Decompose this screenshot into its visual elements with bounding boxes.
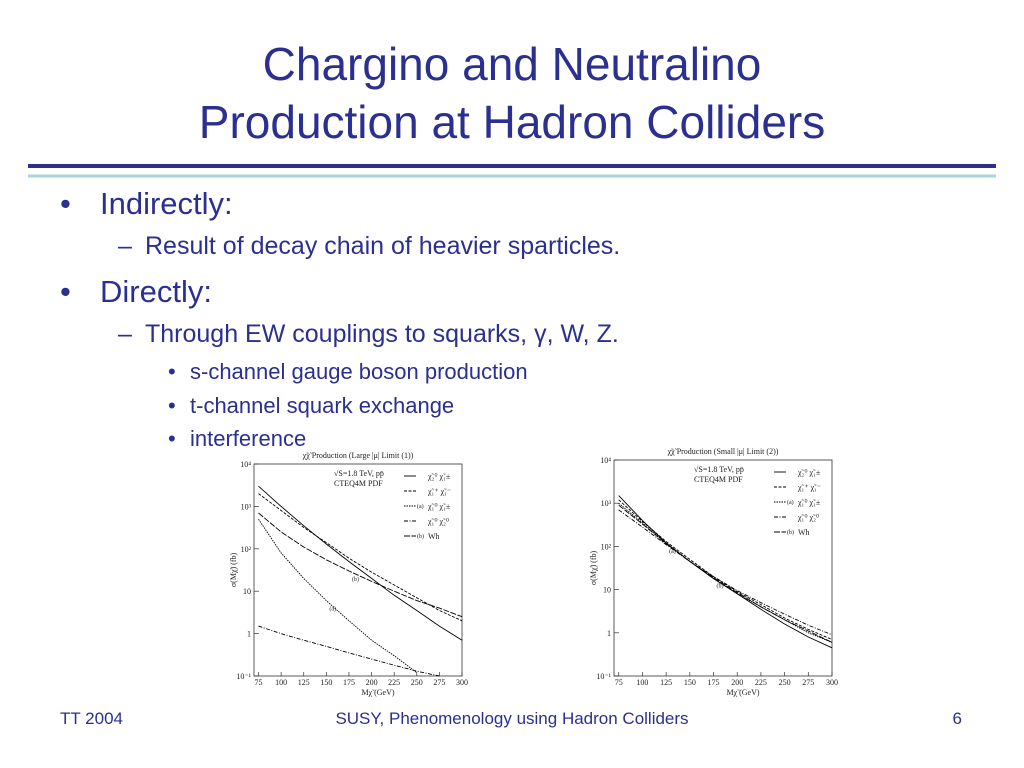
- plot: χ̃χ̃ Production (Small |μ| Limit (2)) 75 1…: [589, 447, 838, 697]
- x-tick-label: 175: [708, 678, 720, 687]
- x-tick-label: 100: [636, 678, 648, 687]
- sub-sub-bullet: interference: [190, 426, 306, 451]
- legend-entry: Wh: [798, 528, 810, 537]
- plot-note: √S=1.8 TeV, pp̄: [334, 469, 384, 478]
- x-axis-label: Mχ̃ (GeV): [726, 688, 759, 697]
- bullet: Indirectly:: [100, 186, 233, 221]
- bullet-marker: •: [60, 274, 71, 309]
- x-axis-label: Mχ̃ (GeV): [361, 688, 394, 697]
- y-axis-label: σ(Mχ̃) (fb): [229, 553, 238, 588]
- legend-entry: χ̃₂⁰ χ̃₁±: [427, 472, 451, 481]
- x-tick-label: 100: [275, 678, 287, 687]
- legend-entry: χ̃₂⁰ χ̃₁±: [797, 468, 821, 477]
- y-tick-label: 1: [607, 629, 611, 638]
- legend-entry: χ̃₁⁰ χ̃₂⁰: [427, 517, 449, 526]
- x-tick-label: 200: [366, 678, 378, 687]
- y-tick-label: 10⁻¹: [596, 672, 611, 681]
- title-line: Chargino and Neutralino: [263, 38, 762, 90]
- y-tick-label: 10³: [241, 502, 252, 511]
- x-tick-label: 250: [779, 678, 791, 687]
- plot-title: χ̃χ̃ Production (Small |μ| Limit (2)): [667, 447, 779, 456]
- footer-center: SUSY, Phenomenology using Hadron Collide…: [335, 709, 688, 728]
- y-tick-label: 10²: [241, 545, 252, 554]
- bullet-marker: •: [168, 393, 176, 418]
- series-line: [618, 504, 833, 643]
- x-tick-label: 300: [826, 678, 838, 687]
- bullet-marker: •: [168, 426, 176, 451]
- dash-marker: –: [118, 232, 132, 260]
- legend-entry: Wh: [428, 532, 440, 541]
- y-tick-label: 10: [603, 586, 611, 595]
- plot-frame: [253, 463, 463, 677]
- x-tick-label: 75: [615, 678, 623, 687]
- legend-tag: (a): [787, 499, 794, 506]
- bullet: Directly:: [100, 274, 212, 309]
- x-tick-label: 275: [433, 678, 445, 687]
- legend-entry: χ̃₁⁰ χ̃₂⁰: [797, 513, 819, 522]
- footer-right: 6: [953, 709, 962, 728]
- legend-entry: χ̃₁⁺ χ̃₁⁻: [427, 487, 451, 496]
- plot-note: √S=1.8 TeV, pp̄: [694, 465, 744, 474]
- curve-tag: (a): [329, 606, 336, 613]
- bullet-marker: •: [60, 186, 71, 221]
- curve-tag: (b): [717, 583, 724, 590]
- footer-left: TT 2004: [60, 709, 123, 728]
- curve-tag: (a): [669, 548, 676, 555]
- series-line: [258, 485, 463, 641]
- x-tick-label: 150: [320, 678, 332, 687]
- x-tick-label: 225: [755, 678, 767, 687]
- curve-tag: (b): [352, 576, 359, 583]
- x-tick-label: 175: [343, 678, 355, 687]
- x-tick-label: 225: [388, 678, 400, 687]
- x-tick-label: 200: [731, 678, 743, 687]
- sub-sub-bullet: s-channel gauge boson production: [190, 359, 528, 384]
- sub-bullet: Result of decay chain of heavier spartic…: [145, 232, 620, 260]
- legend-tag: (b): [417, 533, 424, 540]
- series-line: [258, 493, 463, 622]
- series-line: [258, 625, 440, 677]
- plot-note: CTEQ4M PDF: [334, 479, 383, 488]
- sub-bullet: Through EW couplings to squarks, γ, W, Z…: [145, 320, 619, 348]
- dash-marker: –: [118, 320, 132, 348]
- title-line: Production at Hadron Colliders: [199, 96, 825, 148]
- series-line: [618, 509, 833, 636]
- legend-entry: χ̃₁⁰ χ̃₁±: [797, 498, 821, 507]
- plot-note: CTEQ4M PDF: [694, 475, 743, 484]
- x-tick-label: 275: [802, 678, 814, 687]
- legend-entry: χ̃₁⁰ χ̃₁±: [427, 502, 451, 511]
- y-tick-label: 1: [247, 630, 251, 639]
- series-line: [618, 502, 833, 643]
- x-tick-label: 300: [456, 678, 468, 687]
- x-tick-label: 250: [411, 678, 423, 687]
- series-line: [258, 518, 418, 673]
- legend-tag: (b): [787, 529, 794, 536]
- y-axis-label: σ(Mχ̃) (fb): [589, 551, 598, 586]
- y-tick-label: 10⁻¹: [236, 672, 251, 681]
- y-tick-label: 10²: [601, 542, 612, 551]
- y-tick-label: 10: [243, 587, 251, 596]
- plot-title: χ̃χ̃ Production (Large |μ| Limit (1)): [302, 451, 414, 460]
- plot: χ̃χ̃ Production (Large |μ| Limit (1)) 75 1…: [229, 451, 468, 697]
- plot-frame: [613, 459, 833, 677]
- sub-sub-bullet: t-channel squark exchange: [190, 393, 454, 418]
- y-tick-label: 10⁴: [240, 460, 251, 469]
- y-tick-label: 10⁴: [600, 456, 611, 465]
- legend-entry: χ̃₁⁺ χ̃₁⁻: [797, 483, 821, 492]
- x-tick-label: 150: [684, 678, 696, 687]
- x-tick-label: 125: [660, 678, 672, 687]
- y-tick-label: 10³: [601, 499, 612, 508]
- x-tick-label: 75: [255, 678, 263, 687]
- bullet-marker: •: [168, 359, 176, 384]
- x-tick-label: 125: [298, 678, 310, 687]
- legend-tag: (a): [417, 503, 424, 510]
- series-line: [258, 512, 463, 618]
